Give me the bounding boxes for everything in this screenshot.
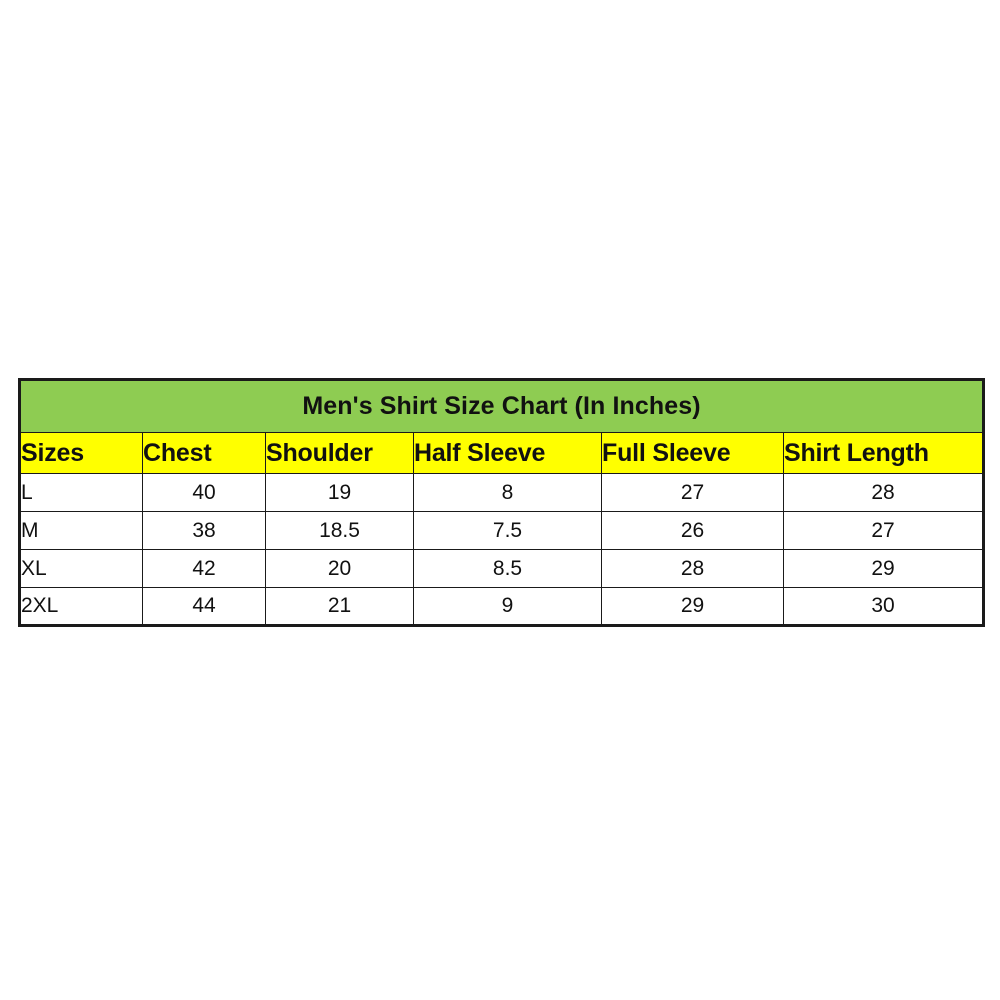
cell-shirt-length: 30 [782, 587, 985, 626]
cell-half-sleeve: 8.5 [413, 549, 602, 588]
table-row: XL 42 20 8.5 28 29 [19, 549, 985, 588]
cell-full-sleeve: 29 [601, 587, 784, 626]
cell-shirt-length: 29 [782, 549, 985, 588]
cell-chest: 44 [142, 587, 266, 626]
chart-title-row: Men's Shirt Size Chart (In Inches) [18, 379, 985, 433]
cell-half-sleeve: 9 [413, 587, 602, 626]
table-row: 2XL 44 21 9 29 30 [19, 587, 985, 626]
cell-size: 2XL [19, 587, 143, 626]
cell-size: XL [19, 549, 143, 588]
cell-chest: 38 [142, 511, 266, 550]
column-header-half-sleeve: Half Sleeve [413, 432, 602, 474]
cell-size: L [19, 473, 143, 512]
column-header-row: Sizes Chest Shoulder Half Sleeve Full Sl… [19, 432, 985, 474]
cell-shoulder: 18.5 [265, 511, 414, 550]
cell-full-sleeve: 28 [601, 549, 784, 588]
cell-full-sleeve: 26 [601, 511, 784, 550]
cell-half-sleeve: 8 [413, 473, 602, 512]
cell-shoulder: 21 [265, 587, 414, 626]
size-chart-table: Men's Shirt Size Chart (In Inches) Sizes… [18, 378, 986, 627]
cell-size: M [19, 511, 143, 550]
cell-half-sleeve: 7.5 [413, 511, 602, 550]
cell-shirt-length: 28 [782, 473, 985, 512]
cell-shirt-length: 27 [782, 511, 985, 550]
column-header-shoulder: Shoulder [265, 432, 414, 474]
cell-chest: 42 [142, 549, 266, 588]
table-row: M 38 18.5 7.5 26 27 [19, 511, 985, 550]
cell-chest: 40 [142, 473, 266, 512]
table-row: L 40 19 8 27 28 [19, 473, 985, 512]
column-header-shirt-length: Shirt Length [782, 432, 985, 474]
chart-title: Men's Shirt Size Chart (In Inches) [18, 379, 985, 433]
column-header-chest: Chest [142, 432, 266, 474]
column-header-sizes: Sizes [19, 432, 143, 474]
cell-shoulder: 19 [265, 473, 414, 512]
cell-full-sleeve: 27 [601, 473, 784, 512]
column-header-full-sleeve: Full Sleeve [601, 432, 784, 474]
cell-shoulder: 20 [265, 549, 414, 588]
